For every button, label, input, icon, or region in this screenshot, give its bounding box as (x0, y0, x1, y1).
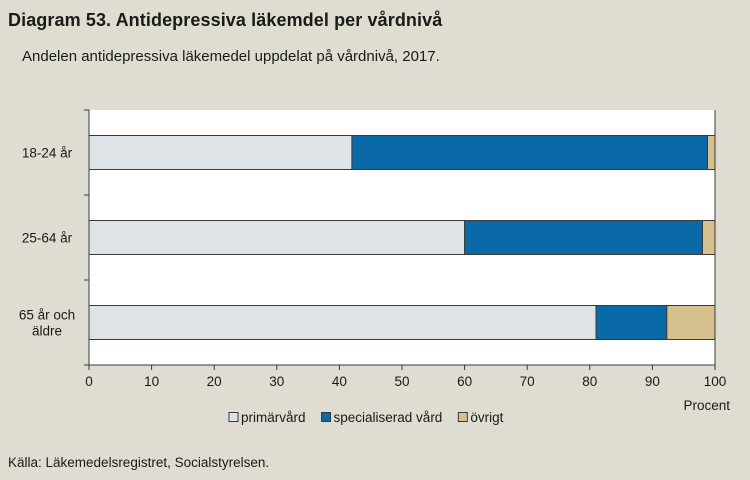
bar-segment-3-row-1 (706, 135, 716, 170)
bar-segment-3-row-3 (666, 305, 716, 340)
x-tick-label-7: 70 (520, 374, 535, 389)
x-tick-label-5: 50 (394, 374, 409, 389)
legend-swatch-3 (457, 412, 468, 422)
legend-label-1: primärvård (241, 410, 306, 425)
bar-segment-2-row-1 (351, 135, 708, 170)
x-tick-label-4: 40 (332, 374, 347, 389)
x-axis-title: Procent (683, 398, 730, 413)
x-tick-label-8: 80 (582, 374, 597, 389)
x-tick-label-1: 10 (144, 374, 159, 389)
category-label-3-line-1: 65 år och (19, 308, 75, 323)
category-label-1: 18-24 år (22, 146, 73, 161)
legend-label-3: övrigt (470, 410, 503, 425)
bar-segment-1-row-2 (88, 220, 466, 255)
bar-segment-3-row-2 (701, 220, 716, 255)
x-tick-label-0: 0 (85, 374, 93, 389)
chart-subtitle: Andelen antidepressiva läkemedel uppdela… (22, 48, 440, 65)
chart-title: Diagram 53. Antidepressiva läkemdel per … (8, 10, 443, 30)
x-tick-label-2: 20 (207, 374, 222, 389)
legend-label-2: specialiserad vård (334, 410, 443, 425)
x-tick-label-9: 90 (645, 374, 660, 389)
bar-segment-2-row-2 (464, 220, 703, 255)
category-label-3-line-2: äldre (32, 324, 62, 339)
legend-swatch-1 (228, 412, 239, 422)
bar-segment-1-row-3 (88, 305, 597, 340)
bar-segment-1-row-1 (88, 135, 353, 170)
category-label-2: 25-64 år (22, 231, 73, 246)
x-tick-label-6: 60 (457, 374, 472, 389)
x-tick-label-3: 30 (269, 374, 284, 389)
source-note: Källa: Läkemedelsregistret, Socialstyrel… (8, 455, 270, 470)
legend-swatch-2 (321, 412, 332, 422)
x-tick-label-10: 100 (704, 374, 727, 389)
bar-segment-2-row-3 (595, 305, 668, 340)
